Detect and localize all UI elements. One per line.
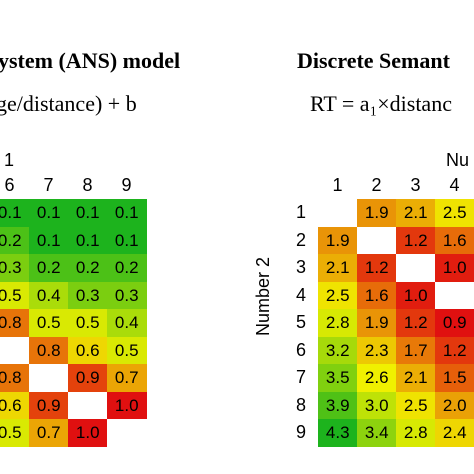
right-x-tick-label: 1 — [332, 175, 343, 195]
left-heatmap-cell: 0.1 — [68, 226, 108, 255]
right-heatmap-cell: 2.1 — [396, 199, 436, 227]
left-heatmap-cell — [107, 419, 147, 447]
left-heatmap-cell: 0.7 — [29, 419, 69, 447]
left-heatmap-cell: 0.3 — [0, 254, 30, 282]
left-x-axis-label: 1 — [4, 150, 15, 170]
left-chart-formula: ge/distance) + b — [0, 91, 137, 116]
right-heatmap-cell: 2.1 — [396, 364, 436, 392]
right-heatmap-cell — [435, 281, 474, 310]
right-y-tick-label: 8 — [296, 394, 307, 415]
right-y-axis-label: Number 2 — [253, 256, 274, 337]
right-heatmap-cell: 2.5 — [396, 391, 436, 420]
right-heatmap-cell: 1.7 — [396, 336, 436, 365]
right-heatmap-cell: 1.2 — [435, 336, 474, 365]
left-heatmap-cell: 0.9 — [29, 391, 69, 420]
right-x-tick-label: 3 — [410, 175, 421, 195]
left-heatmap-cell: 0.7 — [107, 364, 147, 392]
left-heatmap-cell: 0.2 — [29, 254, 69, 282]
left-x-tick-label: 7 — [43, 175, 54, 195]
right-chart-formula: RT = a₁×distanc — [310, 91, 452, 116]
left-heatmap-cell: 0.6 — [0, 391, 30, 420]
left-heatmap-cell: 0.1 — [68, 199, 108, 227]
left-heatmap-cell: 0.2 — [68, 254, 108, 282]
right-heatmap-cell — [357, 226, 397, 255]
right-heatmap-cell: 2.5 — [435, 199, 474, 227]
left-heatmap-cell: 0.1 — [107, 226, 147, 255]
right-heatmap-cell: 1.6 — [435, 226, 474, 255]
right-y-tick-label: 9 — [296, 422, 307, 442]
left-heatmap-cell: 0.9 — [68, 364, 108, 392]
right-heatmap-cell: 2.3 — [357, 336, 397, 365]
right-heatmap-cell: 2.4 — [435, 419, 474, 447]
right-heatmap-cell: 1.5 — [435, 364, 474, 392]
right-heatmap-cell: 2.6 — [357, 364, 397, 392]
right-heatmap-cell: 3.5 — [318, 364, 358, 392]
left-heatmap-cell: 0.5 — [0, 419, 30, 447]
right-heatmap-cell — [318, 199, 358, 227]
left-chart-title: ystem (ANS) model — [0, 48, 181, 73]
right-heatmap-cell: 1.9 — [357, 309, 397, 337]
left-heatmap-cell: 0.1 — [29, 199, 69, 227]
left-heatmap-cell: 0.4 — [107, 309, 147, 337]
right-heatmap-cell: 1.0 — [396, 281, 436, 310]
left-heatmap-cell: 0.8 — [0, 309, 30, 337]
right-heatmap-cell: 3.9 — [318, 391, 358, 420]
right-heatmap-cell: 2.5 — [318, 281, 358, 310]
right-y-tick-label: 7 — [296, 367, 307, 387]
right-heatmap-cell: 1.9 — [357, 199, 397, 227]
right-heatmap-cell: 4.3 — [318, 419, 358, 447]
left-heatmap-cell: 0.5 — [68, 309, 108, 337]
left-heatmap-cell: 0.2 — [0, 226, 30, 255]
left-heatmap-cell: 0.4 — [29, 281, 69, 310]
right-heatmap-cell: 1.0 — [435, 254, 474, 282]
right-heatmap-cell: 1.2 — [357, 254, 397, 282]
right-y-tick-label: 6 — [296, 339, 307, 360]
left-heatmap-cell: 1.0 — [107, 391, 147, 420]
right-heatmap-cell: 3.2 — [318, 336, 358, 365]
left-heatmap-cell: 0.5 — [0, 281, 30, 310]
left-heatmap-cell: 0.3 — [107, 281, 147, 310]
right-heatmap-cell: 1.9 — [318, 226, 358, 255]
right-heatmap-cell: 3.4 — [357, 419, 397, 447]
left-heatmap-cell: 0.1 — [0, 199, 30, 227]
left-heatmap-cell: 0.5 — [29, 309, 69, 337]
left-heatmap-cell: 1.0 — [68, 419, 108, 447]
left-heatmap-cell — [68, 391, 108, 420]
right-chart-title: Discrete Semant — [297, 48, 450, 73]
right-heatmap-cell: 2.0 — [435, 391, 474, 420]
left-x-tick-label: 9 — [121, 175, 132, 195]
right-x-axis-label: Nu — [446, 150, 470, 170]
right-y-tick-label: 5 — [296, 312, 307, 332]
right-y-tick-label: 2 — [296, 229, 307, 250]
left-heatmap-cell — [0, 336, 30, 365]
right-heatmap-cell: 2.8 — [396, 419, 436, 447]
left-heatmap-cell: 0.8 — [0, 364, 30, 392]
left-heatmap-cell: 0.1 — [29, 226, 69, 255]
right-heatmap-cell: 1.2 — [396, 309, 436, 337]
right-heatmap-cell: 1.2 — [396, 226, 436, 255]
right-y-tick-label: 1 — [296, 202, 307, 222]
left-heatmap-cell: 0.3 — [68, 281, 108, 310]
left-heatmap-cell: 0.8 — [29, 336, 69, 365]
left-heatmap-cell: 0.1 — [107, 199, 147, 227]
right-x-tick-label: 4 — [449, 175, 460, 195]
right-heatmap-cell: 1.6 — [357, 281, 397, 310]
left-x-tick-label: 8 — [82, 175, 93, 195]
right-heatmap-cell: 3.0 — [357, 391, 397, 420]
right-heatmap-cell: 0.9 — [435, 309, 474, 337]
right-heatmap-cell — [396, 254, 436, 282]
left-heatmap-cell: 0.6 — [68, 336, 108, 365]
left-heatmap-cell — [29, 364, 69, 392]
right-y-tick-label: 3 — [296, 257, 307, 277]
left-heatmap-cell: 0.2 — [107, 254, 147, 282]
right-heatmap-cell: 2.1 — [318, 254, 358, 282]
right-y-tick-label: 4 — [296, 284, 307, 305]
right-x-tick-label: 2 — [371, 175, 382, 195]
left-x-tick-label: 6 — [4, 175, 15, 195]
left-heatmap-cell: 0.5 — [107, 336, 147, 365]
right-heatmap-cell: 2.8 — [318, 309, 358, 337]
